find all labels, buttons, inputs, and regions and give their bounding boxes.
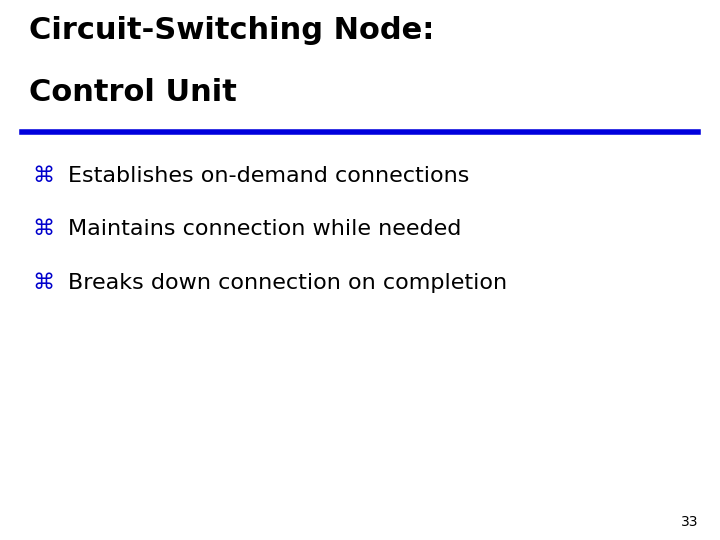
- Text: Breaks down connection on completion: Breaks down connection on completion: [68, 273, 508, 294]
- Text: Establishes on-demand connections: Establishes on-demand connections: [68, 165, 469, 186]
- Text: 33: 33: [681, 515, 698, 529]
- Text: Control Unit: Control Unit: [29, 78, 237, 107]
- Text: Circuit-Switching Node:: Circuit-Switching Node:: [29, 16, 434, 45]
- Text: ⌘: ⌘: [32, 165, 55, 186]
- Text: Maintains connection while needed: Maintains connection while needed: [68, 219, 462, 240]
- Text: ⌘: ⌘: [32, 219, 55, 240]
- Text: ⌘: ⌘: [32, 273, 55, 294]
